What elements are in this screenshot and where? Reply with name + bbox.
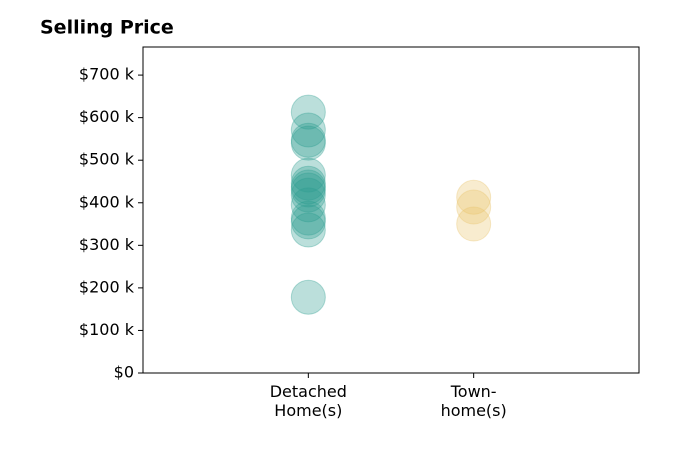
y-tick-label: $500 k: [79, 150, 135, 169]
y-tick-label: $300 k: [79, 235, 135, 254]
y-tick-label: $700 k: [79, 65, 135, 84]
point: [456, 179, 492, 215]
chart-title: Selling Price: [40, 17, 174, 39]
y-tick-label: $400 k: [79, 192, 135, 211]
y-tick-label: $200 k: [79, 277, 135, 296]
y-tick-label: $100 k: [79, 320, 135, 339]
x-tick-label: Town- home(s): [440, 382, 507, 420]
point: [290, 169, 326, 205]
point: [290, 212, 326, 248]
point: [290, 165, 326, 201]
point: [290, 177, 326, 213]
plot-frame: [142, 46, 640, 374]
x-tick-label: Detached Home(s): [269, 382, 347, 420]
point: [290, 157, 326, 193]
point: [290, 172, 326, 208]
point: [456, 189, 492, 225]
point: [290, 112, 326, 148]
y-tick-label: $0: [114, 363, 134, 382]
point: [290, 94, 326, 130]
point: [456, 206, 492, 242]
point: [290, 279, 326, 315]
point: [290, 204, 326, 240]
point: [290, 122, 326, 158]
y-tick-label: $600 k: [79, 107, 135, 126]
point: [290, 125, 326, 161]
point: [290, 200, 326, 236]
point: [290, 187, 326, 223]
